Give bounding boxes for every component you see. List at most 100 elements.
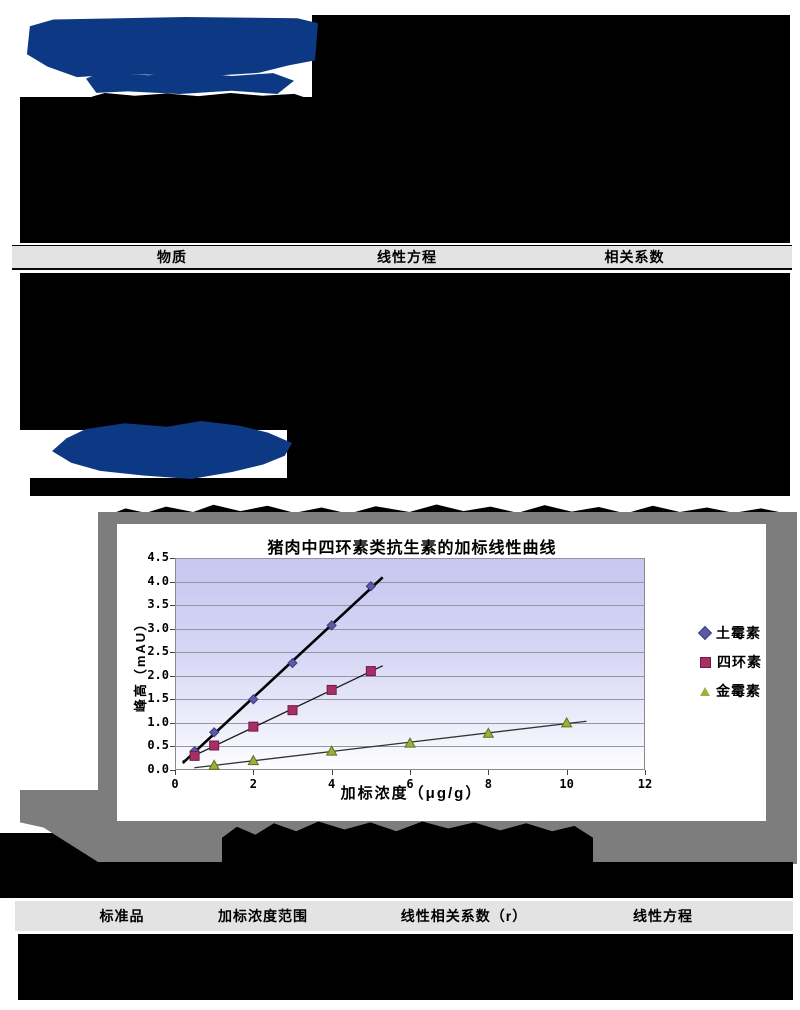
diamond-data-point bbox=[208, 727, 220, 738]
y-tick-label: 4.5 bbox=[147, 550, 169, 564]
table1-header-correlation: 相关系数 bbox=[552, 246, 717, 268]
y-tick-mark bbox=[170, 581, 175, 583]
y-tick-mark bbox=[170, 628, 175, 630]
y-tick-mark bbox=[170, 746, 175, 748]
y-tick-label: 1.0 bbox=[147, 714, 169, 729]
x-tick-label: 8 bbox=[484, 777, 492, 791]
table2-header-linear-equation: 线性方程 bbox=[583, 901, 743, 931]
redacted-paragraph-block bbox=[20, 97, 312, 243]
x-tick-label: 10 bbox=[559, 777, 574, 791]
y-gridline bbox=[175, 605, 645, 607]
table2-header-label: 线性方程 bbox=[633, 908, 693, 924]
table1-header-label: 物质 bbox=[157, 249, 187, 265]
redacted-paragraph-block bbox=[0, 862, 793, 898]
square-data-point bbox=[189, 750, 200, 761]
y-tick-mark bbox=[170, 699, 175, 701]
square-data-point bbox=[365, 666, 376, 677]
diamond-data-point bbox=[248, 694, 259, 705]
x-tick-label: 6 bbox=[406, 777, 414, 791]
table1-header-label: 相关系数 bbox=[604, 249, 665, 265]
y-tick-mark bbox=[170, 652, 175, 654]
x-tick-label: 2 bbox=[249, 777, 257, 791]
table2-header-standard: 标准品 bbox=[52, 901, 192, 931]
square-data-point bbox=[326, 684, 337, 695]
y-gridline bbox=[175, 628, 645, 630]
triangle-data-point bbox=[482, 727, 495, 738]
trendline-金霉素 bbox=[194, 720, 587, 769]
y-gridline bbox=[175, 652, 645, 654]
figure-caption-blob bbox=[222, 821, 593, 862]
chapter-heading-blob bbox=[26, 17, 318, 78]
triangle-data-point bbox=[208, 759, 221, 770]
diamond-data-point bbox=[287, 657, 298, 669]
y-tick-mark bbox=[170, 558, 175, 559]
y-tick-label: 2.0 bbox=[147, 667, 169, 682]
square-data-point bbox=[209, 740, 220, 751]
y-tick-mark bbox=[170, 605, 175, 607]
x-tick-mark bbox=[175, 770, 176, 775]
legend-label: 四环素 bbox=[717, 654, 762, 670]
x-tick-mark bbox=[488, 770, 490, 775]
table2-header-spike-range: 加标浓度范围 bbox=[188, 901, 338, 931]
x-tick-label: 12 bbox=[637, 777, 653, 791]
redacted-paragraph-block bbox=[30, 478, 790, 496]
redacted-paragraph-block bbox=[287, 425, 790, 478]
table1-header-label: 线性方程 bbox=[377, 249, 437, 265]
table2-header-row: 标准品 加标浓度范围 线性相关系数（r） 线性方程 bbox=[15, 901, 793, 931]
y-gridline bbox=[175, 558, 645, 559]
table2-header-label: 标准品 bbox=[99, 908, 145, 924]
x-tick-label: 4 bbox=[328, 777, 336, 791]
triangle-data-point bbox=[325, 745, 338, 756]
triangle-marker-icon bbox=[700, 686, 710, 696]
section-heading-blob bbox=[52, 421, 292, 479]
redacted-paragraph-block bbox=[18, 934, 793, 1000]
y-tick-label: 1.5 bbox=[147, 691, 169, 706]
table1-header-linear-equation: 线性方程 bbox=[332, 246, 482, 268]
y-tick-label: 2.5 bbox=[147, 644, 169, 659]
y-tick-label: 3.0 bbox=[147, 620, 169, 635]
y-tick-label: 4.0 bbox=[147, 573, 169, 588]
triangle-data-point bbox=[404, 737, 416, 748]
chart: 猪肉中四环素类抗生素的加标线性曲线 峰高（mAU） 加标浓度（μg/g） 土霉素… bbox=[117, 524, 766, 821]
diamond-data-point bbox=[326, 620, 337, 631]
diamond-data-point bbox=[365, 581, 377, 592]
y-gridline bbox=[175, 722, 645, 724]
chart-legend: 土霉素 四环素 金霉素 bbox=[697, 625, 762, 712]
square-data-point bbox=[287, 705, 298, 716]
triangle-data-point bbox=[560, 716, 573, 728]
table1-header-row: 物质 线性方程 相关系数 bbox=[12, 245, 792, 270]
y-gridline bbox=[175, 675, 645, 677]
legend-label: 土霉素 bbox=[716, 625, 761, 641]
legend-item-chlortetracycline: 金霉素 bbox=[700, 683, 762, 699]
y-gridline bbox=[175, 581, 645, 583]
table2-header-label: 加标浓度范围 bbox=[218, 908, 308, 924]
x-tick-mark bbox=[410, 770, 411, 775]
legend-item-tetracycline: 四环素 bbox=[700, 654, 762, 670]
y-tick-label: 3.5 bbox=[147, 597, 169, 612]
y-tick-mark bbox=[170, 675, 175, 677]
y-tick-label: 0.5 bbox=[147, 738, 169, 753]
x-axis-title: 加标浓度（μg/g） bbox=[340, 785, 483, 802]
x-tick-label: 0 bbox=[171, 777, 179, 791]
chapter-subheading-blob bbox=[86, 72, 294, 94]
square-marker-icon bbox=[700, 656, 711, 668]
legend-item-oxytetracycline: 土霉素 bbox=[697, 625, 762, 641]
triangle-data-point bbox=[247, 754, 260, 766]
y-tick-mark bbox=[170, 722, 175, 724]
table2-header-label: 线性相关系数（r） bbox=[400, 908, 528, 924]
diamond-marker-icon bbox=[697, 625, 713, 641]
chart-series-layer bbox=[181, 576, 587, 770]
square-data-point bbox=[248, 721, 259, 732]
table2-header-correlation-r: 线性相关系数（r） bbox=[374, 901, 554, 931]
x-tick-mark bbox=[253, 770, 255, 775]
redacted-text-line bbox=[92, 93, 305, 102]
redacted-paragraph-block bbox=[20, 273, 790, 430]
legend-label: 金霉素 bbox=[716, 683, 761, 699]
y-tick-mark bbox=[170, 770, 175, 771]
chart-title: 猪肉中四环素类抗生素的加标线性曲线 bbox=[267, 540, 557, 557]
x-tick-mark bbox=[331, 770, 333, 775]
redacted-paragraph-block bbox=[312, 15, 790, 243]
x-tick-mark bbox=[566, 770, 568, 775]
x-tick-mark bbox=[645, 770, 646, 775]
